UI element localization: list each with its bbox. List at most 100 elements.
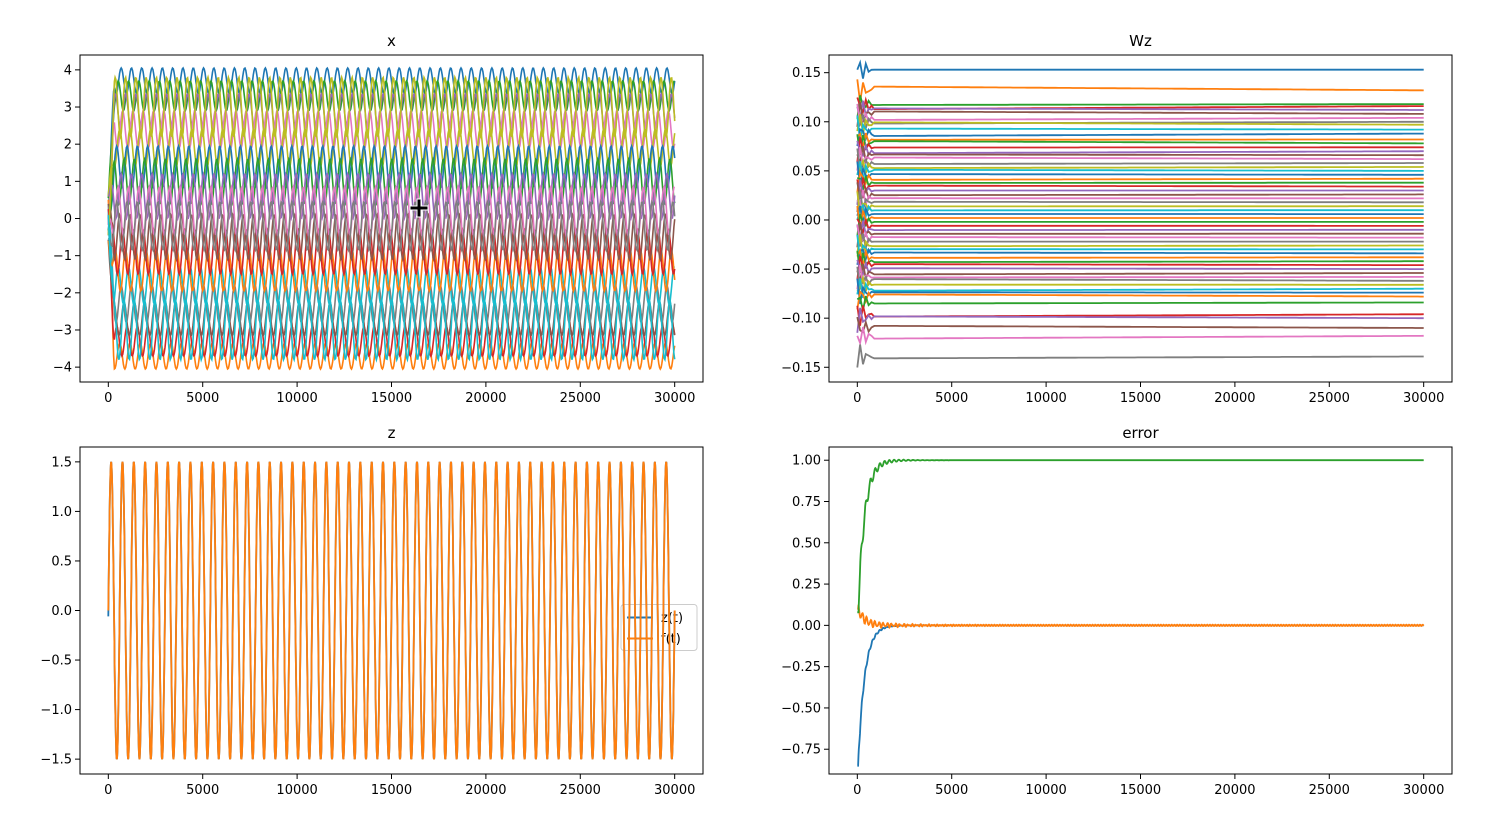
y-tick-label: −0.5: [40, 654, 72, 669]
x-tick-label: 15000: [371, 391, 412, 406]
series-line: [856, 134, 1424, 156]
x-tick-label: 25000: [1309, 783, 1350, 798]
series-line: [856, 146, 1424, 171]
y-tick-label: 0.00: [792, 213, 821, 228]
y-tick-label: 0.0: [51, 604, 72, 619]
x-tick-label: 20000: [465, 783, 506, 798]
legend-label-z: z(t): [661, 611, 683, 626]
series-line: [856, 305, 1424, 326]
x-tick-label: 5000: [186, 391, 219, 406]
x-tick-label: 15000: [1120, 783, 1161, 798]
x-tick-label: 5000: [186, 783, 219, 798]
series-line: [856, 255, 1424, 280]
series-line: [107, 215, 676, 363]
x-tick-label: 10000: [276, 783, 317, 798]
series-line: [856, 307, 1424, 333]
y-tick-label: 0.25: [792, 578, 821, 593]
x-tick-label: 20000: [1214, 783, 1255, 798]
subplot-x: x 0 5000 10000 15000 20000 25000 30000 −4 −3 −2 −1…: [53, 32, 704, 406]
series-line: [856, 161, 1424, 187]
y-tick-label: −2: [53, 286, 72, 301]
series-line: [856, 213, 1424, 237]
y-tick-label: 0.15: [792, 66, 821, 81]
y-tick-label: −0.15: [781, 361, 821, 376]
y-tick-label: 0: [64, 212, 72, 227]
y-tick-label: 0.10: [792, 115, 821, 130]
series-line: [856, 218, 1424, 236]
series-line: [856, 326, 1424, 347]
x-tick-label: 20000: [1214, 391, 1255, 406]
series-line: [856, 263, 1424, 282]
x-tick-label: 25000: [560, 783, 601, 798]
series-line: [856, 148, 1424, 172]
series-line: [856, 175, 1424, 191]
x-tick-label: 30000: [654, 391, 695, 406]
plot-area: [107, 66, 676, 371]
x-tick-label: 0: [104, 783, 112, 798]
series-line: [856, 234, 1424, 261]
y-tick-label: −3: [53, 323, 72, 338]
series-line: [856, 157, 1424, 176]
y-tick-label: −1.5: [40, 753, 72, 768]
y-tick-label: 1.00: [792, 454, 821, 469]
series-line: [856, 101, 1424, 127]
series-line: [856, 274, 1424, 292]
y-tick-label: 0.00: [792, 619, 821, 634]
series-line: [856, 127, 1424, 147]
y-tick-label: 2: [64, 138, 72, 153]
subplot-title: x: [387, 32, 396, 50]
series-line: [856, 278, 1424, 299]
plot-area: [857, 458, 1425, 767]
axes-frame: [828, 446, 1453, 775]
y-tick-label: −1: [53, 249, 72, 264]
series-line: [856, 113, 1424, 134]
y-tick-label: 0.05: [792, 164, 821, 179]
series-line: [856, 182, 1424, 201]
series-line: [857, 458, 1424, 614]
x-tick-label: 30000: [654, 783, 695, 798]
series-line: [856, 114, 1424, 129]
y-tick-label: −0.10: [781, 312, 821, 327]
series-line: [856, 191, 1424, 217]
y-tick-label: 1.5: [51, 455, 72, 470]
series-line: [856, 179, 1424, 205]
series-line: [856, 250, 1424, 274]
series-line: [856, 95, 1424, 119]
x-tick-label: 5000: [935, 391, 968, 406]
x-tick-label: 0: [104, 391, 112, 406]
series-line: [856, 203, 1424, 221]
x-tick-label: 0: [853, 783, 861, 798]
subplot-z: z z(t) f(t) 0 5000 10000 15000 20000 25000 300…: [40, 424, 704, 798]
series-line: [856, 316, 1424, 334]
series-line: [857, 233, 1424, 249]
series-line: [856, 115, 1424, 141]
x-tick-label: 5000: [935, 783, 968, 798]
x-tick-label: 15000: [371, 783, 412, 798]
y-tick-label: 1: [64, 175, 72, 190]
legend-label-f: f(t): [661, 632, 681, 647]
plot-area: [107, 461, 676, 760]
series-line: [857, 624, 1424, 767]
series-line: [856, 161, 1424, 181]
y-tick-label: 0.5: [51, 554, 72, 569]
series-line: [856, 190, 1424, 213]
series-line: [856, 189, 1424, 207]
series-line: [107, 240, 676, 294]
subplot-wz: Wz 0 5000 10000 15000 20000 25000 30000 −0.15 −0…: [781, 32, 1453, 406]
y-tick-label: −0.50: [781, 701, 821, 716]
x-tick-label: 0: [853, 391, 861, 406]
series-line: [856, 344, 1424, 368]
series-line: [856, 132, 1424, 148]
series-line: [856, 205, 1424, 231]
subplot-title: z: [388, 424, 396, 442]
series-line: [856, 247, 1424, 265]
series-line: [856, 169, 1424, 193]
x-tick-label: 15000: [1120, 391, 1161, 406]
y-tick-label: −1.0: [40, 703, 72, 718]
y-tick-label: −0.25: [781, 660, 821, 675]
series-line: [856, 295, 1424, 311]
x-tick-label: 20000: [465, 391, 506, 406]
series-line: [856, 103, 1424, 128]
series-line: [856, 266, 1424, 292]
